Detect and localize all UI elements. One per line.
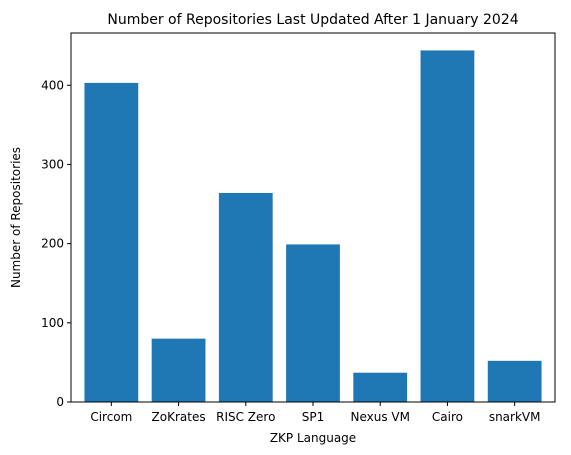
x-tick-label: Circom [90, 410, 132, 424]
bars [84, 50, 542, 403]
bar-nexus-vm [353, 372, 408, 402]
x-tick-label: ZoKrates [152, 410, 206, 424]
y-tick-label: 400 [41, 78, 64, 92]
x-axis-ticks: Circom ZoKrates RISC Zero SP1 Nexus VM Cairo s… [90, 402, 540, 424]
x-tick-label: Nexus VM [350, 410, 409, 424]
y-tick-label: 200 [41, 237, 64, 251]
y-tick-label: 100 [41, 316, 64, 330]
x-tick-label: Cairo [432, 410, 463, 424]
y-tick-label: 0 [56, 395, 64, 409]
x-tick-label: RISC Zero [216, 410, 275, 424]
bar-risc-zero [218, 192, 273, 402]
bar-snarkvm [487, 360, 542, 402]
x-tick-label: snarkVM [489, 410, 541, 424]
bar-sp1 [286, 244, 340, 402]
bar-circom [84, 82, 139, 403]
y-tick-label: 300 [41, 157, 64, 171]
bar-zokrates [151, 338, 206, 402]
y-axis-ticks: 0 100 200 300 400 [41, 78, 71, 409]
y-axis-label: Number of Repositories [9, 147, 23, 288]
chart-title: Number of Repositories Last Updated Afte… [107, 12, 518, 28]
x-tick-label: SP1 [302, 410, 325, 424]
plot-frame [70, 32, 556, 403]
bar-cairo [420, 50, 475, 403]
x-axis-label: ZKP Language [270, 431, 356, 445]
